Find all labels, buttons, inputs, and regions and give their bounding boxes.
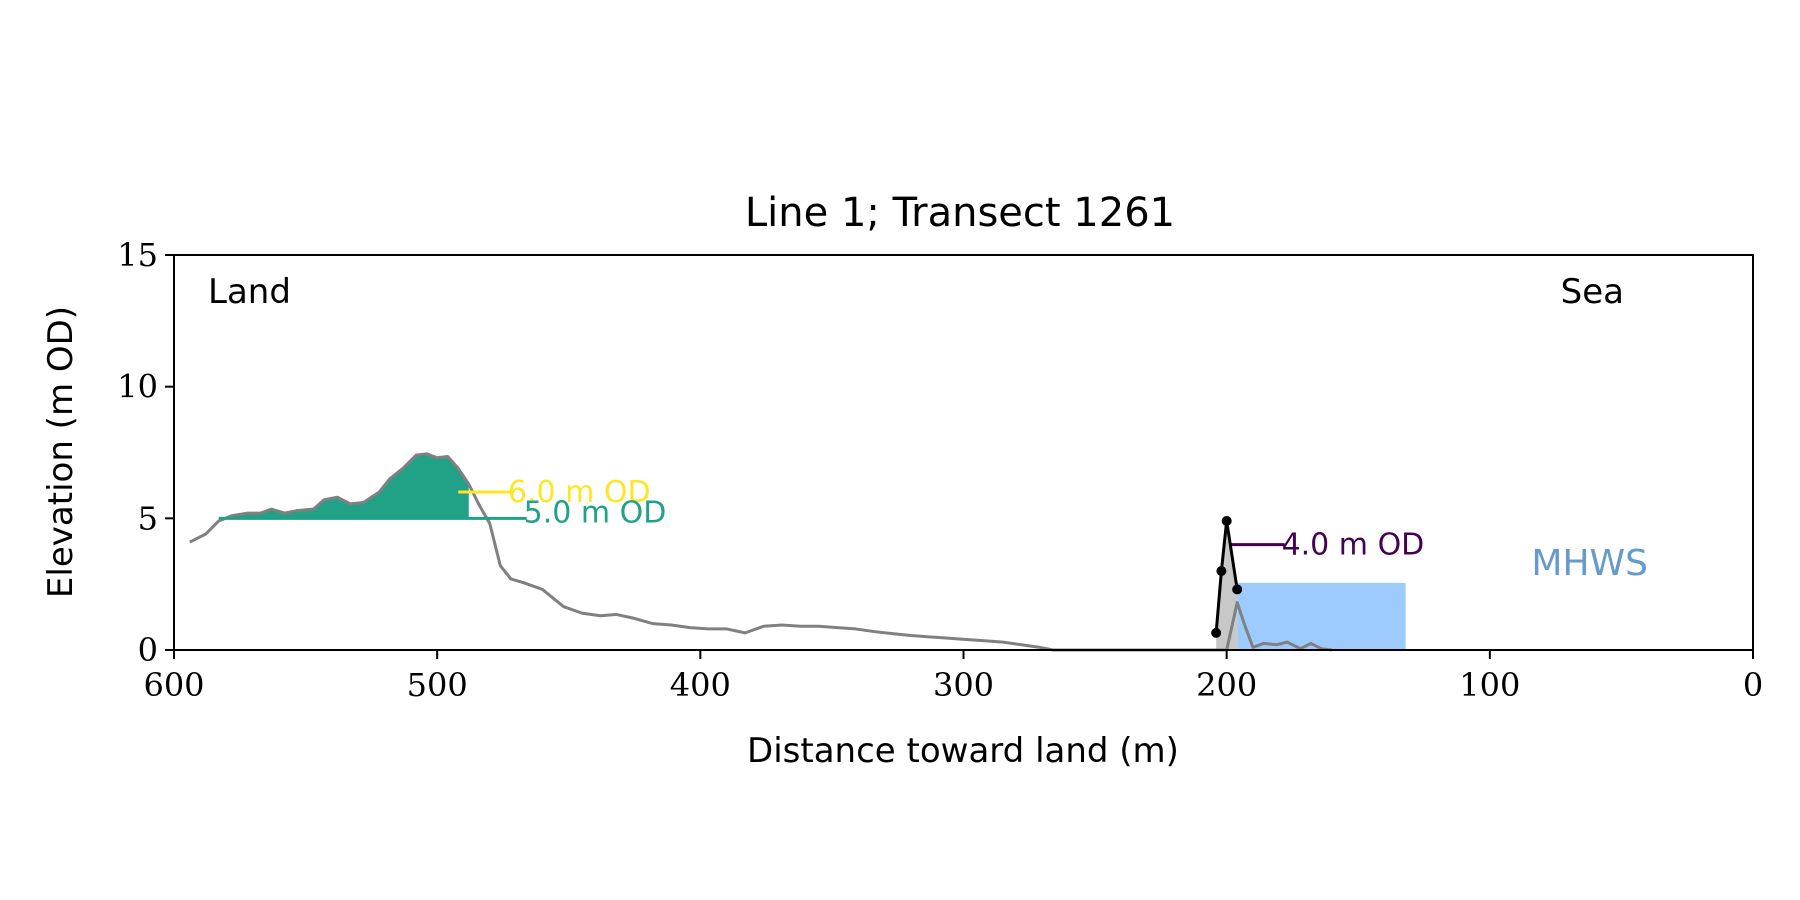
plot-area: 6.0 m OD5.0 m OD 4.0 m OD MHWS bbox=[189, 452, 1648, 652]
mhws-label: MHWS bbox=[1531, 543, 1648, 584]
level-4-label: 4.0 m OD bbox=[1282, 528, 1425, 563]
level-5-fill bbox=[218, 453, 469, 519]
y-tick-label-0: 0 bbox=[138, 631, 158, 669]
barrier-point-3 bbox=[1232, 584, 1243, 595]
x-tick-label-0: 0 bbox=[1743, 666, 1763, 704]
y-tick-label-15: 15 bbox=[117, 236, 158, 274]
plot-frame bbox=[173, 254, 1754, 651]
x-tick-label-400: 400 bbox=[670, 666, 731, 704]
land-label: Land bbox=[208, 272, 291, 312]
sea-label: Sea bbox=[1561, 272, 1624, 312]
axes: 600 500 400 300 200 100 0 0 5 10 15 bbox=[117, 236, 1763, 704]
y-tick-label-10: 10 bbox=[117, 368, 158, 406]
barrier-line bbox=[1214, 520, 1239, 634]
x-axis-label: Distance toward land (m) bbox=[747, 731, 1179, 771]
level-6-label: 6.0 m OD bbox=[508, 475, 651, 510]
x-tick-label-200: 200 bbox=[1196, 666, 1257, 704]
level-5-label: 5.0 m OD bbox=[524, 495, 667, 530]
elevation-profile-line bbox=[189, 452, 1333, 652]
mhws-area bbox=[1237, 582, 1406, 650]
x-tick-label-600: 600 bbox=[143, 666, 204, 704]
x-tick-label-100: 100 bbox=[1459, 666, 1520, 704]
barrier-point-1 bbox=[1216, 566, 1227, 576]
barrier-point-0 bbox=[1211, 627, 1222, 638]
barrier-point-2 bbox=[1221, 515, 1232, 526]
chart-title: Line 1; Transect 1261 bbox=[745, 190, 1175, 236]
x-tick-label-500: 500 bbox=[407, 666, 468, 704]
y-axis-label: Elevation (m OD) bbox=[41, 306, 81, 598]
x-tick-label-300: 300 bbox=[933, 666, 994, 704]
y-tick-label-5: 5 bbox=[138, 499, 158, 537]
barrier-fill bbox=[1216, 520, 1238, 650]
